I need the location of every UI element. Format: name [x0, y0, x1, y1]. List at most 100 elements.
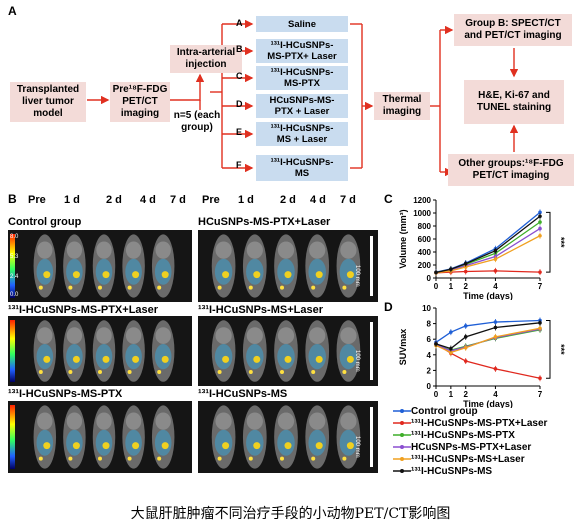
tumor-arrow-marker: [127, 456, 132, 461]
animal-thorax: [96, 241, 112, 259]
panel-a-arrows: [87, 19, 519, 177]
tumor-arrow-marker: [98, 285, 102, 290]
liver-uptake: [246, 258, 264, 285]
group-title-hcusnps-ptx-laser: HCuSNPs-MS-PTX+Laser: [198, 216, 331, 228]
tumor-arrow-marker: [157, 285, 162, 290]
liver-uptake: [125, 258, 142, 285]
data-point: [449, 330, 453, 334]
tumor-hotspot: [346, 271, 354, 279]
significance-bracket: [546, 319, 551, 379]
data-point: [434, 342, 438, 346]
animal-thorax: [125, 241, 142, 259]
group-title-control: Control group: [8, 216, 82, 228]
group-letter-b: B: [236, 44, 243, 54]
series-line: [435, 211, 541, 273]
tumor-arrow-marker: [280, 370, 284, 374]
legend-item-control: Control group: [393, 406, 478, 417]
y-tick-label: 1200: [413, 196, 431, 205]
timepoint-7d-left: 7 d: [170, 194, 186, 206]
data-point: [493, 325, 498, 330]
group-box-f: ¹³¹I-HCuSNPs- MS: [256, 155, 348, 181]
timepoint-4d-right: 4 d: [310, 194, 326, 206]
x-axis-label: Time (days): [463, 399, 513, 408]
significance-label: ***: [556, 344, 566, 355]
tumor-arrow-marker: [311, 285, 316, 290]
tumor-hotspot: [132, 442, 140, 450]
tumor-hotspot: [161, 271, 169, 279]
x-tick-label: 2: [463, 390, 468, 399]
colorbar-mid-label-1: 5.3: [10, 254, 19, 260]
staining-box: H&E, Ki-67 and TUNEL staining: [464, 80, 564, 124]
liver-uptake: [308, 258, 326, 285]
legend-item-131i-ms-laser: ¹³¹I-HCuSNPs-MS+Laser: [393, 454, 525, 465]
data-point: [449, 350, 453, 355]
liver-uptake: [154, 258, 172, 285]
data-point: [463, 265, 468, 269]
tumor-arrow-marker: [68, 456, 73, 461]
liver-uptake: [66, 258, 83, 285]
tumor-arrow-marker: [311, 456, 316, 461]
tumor-arrow-marker: [280, 285, 284, 290]
x-tick-label: 1: [449, 282, 454, 291]
legend-marker: [393, 419, 411, 427]
tumor-hotspot: [43, 355, 51, 363]
n-groups-label: n=5 (each group): [173, 110, 221, 133]
series-line: [435, 322, 541, 350]
timepoint-2d-right: 2 d: [280, 194, 296, 206]
tumor-arrow-marker: [68, 285, 73, 290]
significance-bracket: [546, 211, 551, 273]
data-point: [463, 324, 468, 328]
animal-thorax: [125, 412, 142, 430]
tumor-hotspot: [102, 355, 110, 363]
tumor-arrow-marker: [38, 456, 43, 461]
data-point: [493, 248, 498, 253]
liver-uptake: [339, 258, 358, 285]
tumor-arrow-marker: [217, 370, 222, 374]
group-title-131i-ms-laser: ¹³¹I-HCuSNPs-MS+Laser: [198, 304, 323, 316]
panel-d-letter: D: [384, 300, 393, 314]
y-tick-label: 600: [418, 235, 432, 244]
tumor-hotspot: [102, 271, 110, 279]
animal-thorax: [277, 241, 295, 259]
y-tick-label: 6: [427, 335, 432, 344]
scale-bar: [370, 407, 373, 467]
animal-thorax: [246, 412, 263, 430]
data-point: [493, 257, 498, 261]
tumor-arrow-marker: [127, 285, 132, 290]
pet-scan-131i-ms: [198, 401, 378, 473]
animal-thorax: [215, 412, 232, 430]
animal-thorax: [37, 241, 53, 259]
liver-uptake: [36, 429, 54, 456]
tumor-hotspot: [253, 271, 261, 279]
pet-scan-131i-ptx-laser: [8, 316, 192, 386]
group-letter-a: A: [236, 18, 243, 28]
liver-uptake: [339, 429, 358, 456]
tumor-hotspot: [222, 271, 230, 279]
timepoint-pre-left: Pre: [28, 194, 46, 206]
tumor-hotspot: [102, 442, 110, 450]
panel-a-letter: A: [8, 4, 17, 18]
tumor-arrow-marker: [342, 370, 347, 374]
panel-b-letter: B: [8, 192, 17, 206]
tumor-hotspot: [284, 442, 292, 450]
x-tick-label: 0: [434, 282, 439, 291]
colorbar: [10, 320, 15, 382]
y-tick-label: 1000: [413, 209, 431, 218]
data-point: [538, 233, 542, 238]
volume-chart: 0 200 400 600 800 1000 1200 0 1 2 4 7 Time (days) Vol…: [398, 196, 566, 300]
scale-bar: [370, 236, 373, 296]
data-point: [463, 359, 468, 363]
data-point: [463, 335, 468, 339]
y-tick-label: 0: [427, 382, 432, 391]
colorbar: [10, 405, 15, 469]
data-point: [463, 345, 468, 350]
x-tick-label: 1: [449, 390, 454, 399]
tumor-hotspot: [222, 442, 230, 450]
tumor-hotspot: [253, 442, 261, 450]
data-point: [449, 346, 453, 351]
tumor-arrow-marker: [157, 456, 162, 461]
group-letter-f: F: [236, 160, 242, 170]
group-box-d: HCuSNPs-MS- PTX + Laser: [256, 94, 348, 118]
x-tick-label: 7: [538, 390, 543, 399]
y-tick-label: 8: [427, 320, 432, 329]
